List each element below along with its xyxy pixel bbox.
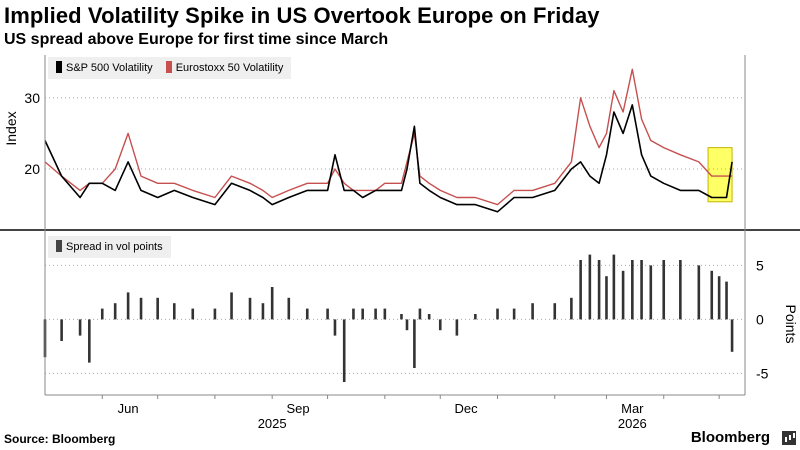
spread-bar [261, 303, 265, 320]
spread-bar [172, 303, 176, 320]
spread-bar [100, 308, 104, 320]
spread-bar [88, 319, 91, 363]
chart-title: Implied Volatility Spike in US Overtook … [4, 3, 600, 28]
spread-bar [455, 319, 459, 336]
spread-bar [342, 319, 346, 383]
legend-label-spread: Spread in vol points [66, 241, 163, 253]
spread-bar [333, 319, 337, 336]
y-tick-label-bottom: 5 [756, 257, 764, 273]
source-note: Source: Bloomberg [4, 432, 116, 446]
x-tick-label: Sep [286, 401, 309, 416]
spread-bar [126, 292, 130, 320]
spread-bar [621, 270, 625, 320]
bloomberg-chart-icon [782, 431, 796, 445]
spread-bar [496, 308, 499, 320]
spread-bar [383, 308, 387, 320]
spread-bar [78, 319, 82, 336]
y-tick-label-bottom: 0 [756, 311, 764, 327]
spread-bar [405, 319, 409, 331]
x-tick-label: Dec [455, 401, 479, 416]
spread-bar [597, 260, 601, 320]
spread-bar [662, 260, 666, 320]
spread-bar [191, 308, 195, 320]
y-tick-label-top: 20 [24, 161, 40, 177]
spread-bar [374, 308, 377, 320]
spread-bar [649, 265, 653, 320]
spread-bar [400, 314, 403, 320]
chart-subtitle: US spread above Europe for first time si… [4, 31, 389, 48]
spread-bar [361, 308, 364, 320]
spread-bar [60, 319, 63, 341]
legend-swatch-spread [56, 240, 62, 252]
spread-bar [553, 303, 557, 320]
spread-bar [230, 292, 233, 320]
spread-bar [588, 254, 592, 320]
spread-bar [679, 260, 682, 320]
legend-item-sp500: S&P 500 Volatility [56, 61, 153, 74]
spread-bar [605, 276, 608, 320]
brand-name: Bloomberg [690, 429, 770, 446]
spread-bar [427, 314, 431, 320]
spread-bar [640, 260, 643, 320]
series-line-eurostoxx [44, 68, 733, 206]
x-year-label: 2025 [258, 416, 287, 431]
legend-swatch-eurostoxx [165, 61, 172, 73]
legend-item-eurostoxx: Eurostoxx 50 Volatility [165, 61, 284, 74]
spread-bar [413, 319, 416, 368]
spread-bar [305, 308, 309, 320]
spread-bar [474, 314, 477, 320]
spread-bar [287, 297, 291, 320]
spread-bar [710, 270, 714, 320]
spread-bar [139, 297, 143, 320]
spread-bar [270, 287, 274, 320]
spread-bar [438, 319, 442, 331]
spread-bar [326, 308, 329, 320]
legend-label-sp500: S&P 500 Volatility [66, 62, 153, 74]
spread-bar [213, 308, 217, 320]
spread-bar [612, 254, 616, 320]
spread-bar [717, 276, 721, 320]
spread-bar [156, 297, 159, 320]
x-tick-label: Jun [118, 401, 139, 416]
y-axis-label-top: Index [3, 111, 19, 145]
spread-bar [570, 297, 573, 320]
spread-bar [512, 308, 516, 320]
x-tick-label: Mar [621, 401, 644, 416]
legend-swatch-sp500 [56, 61, 62, 73]
y-axis-label-bottom: Points [783, 305, 799, 344]
spread-bar [725, 281, 728, 320]
spread-bar [697, 265, 701, 320]
spread-bar [113, 303, 117, 320]
spread-bar [631, 260, 634, 320]
spread-bar [730, 319, 734, 352]
spread-bar [531, 303, 534, 320]
highlight-box [707, 147, 733, 203]
legend-label-eurostoxx: Eurostoxx 50 Volatility [175, 62, 284, 74]
series-line-sp500 [44, 104, 733, 213]
y-tick-label-top: 30 [24, 90, 40, 106]
y-tick-label-bottom: -5 [756, 365, 769, 381]
spread-bar [352, 308, 355, 320]
x-year-label: 2026 [618, 416, 647, 431]
bottom-legend: Spread in vol points [48, 236, 171, 258]
spread-bar [579, 260, 582, 320]
top-legend: S&P 500 Volatility Eurostoxx 50 Volatili… [48, 57, 292, 79]
spread-bar [248, 297, 252, 320]
spread-bar [418, 308, 422, 320]
